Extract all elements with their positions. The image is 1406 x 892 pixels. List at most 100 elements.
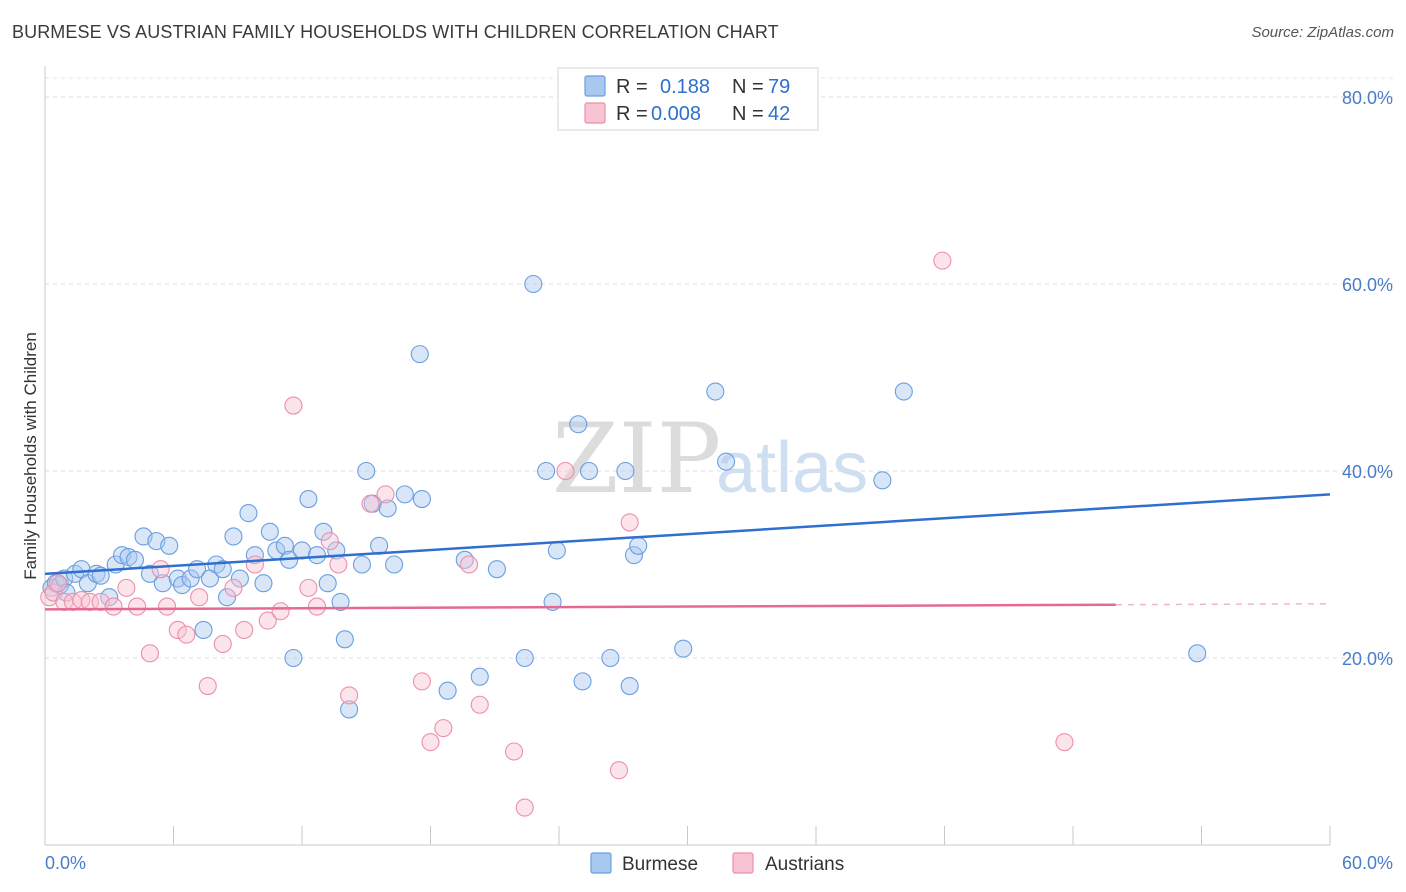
point-burmese	[410, 345, 429, 364]
point-burmese	[314, 522, 333, 541]
point-burmese	[385, 555, 404, 574]
point-burmese	[284, 648, 303, 668]
point-burmese	[260, 522, 279, 541]
point-austrians	[329, 555, 348, 574]
trend-line-austrians	[44, 603, 1116, 611]
legend-n-label: N =	[732, 76, 764, 98]
y-tick-label: 20.0%	[1342, 649, 1393, 669]
point-burmese	[307, 546, 327, 565]
point-burmese	[706, 382, 725, 401]
point-burmese	[894, 382, 913, 401]
point-burmese	[340, 700, 359, 719]
point-burmese	[487, 560, 506, 579]
point-austrians	[158, 597, 177, 616]
point-burmese	[181, 569, 200, 588]
chart-title: BURMESE VS AUSTRIAN FAMILY HOUSEHOLDS WI…	[12, 22, 779, 42]
point-burmese	[629, 536, 648, 555]
point-austrians	[117, 578, 136, 597]
point-austrians	[224, 578, 243, 597]
point-burmese	[318, 574, 337, 593]
source-label: Source: ZipAtlas.com	[1251, 24, 1394, 41]
point-austrians	[177, 625, 196, 644]
legend-r-value-austrians: 0.008	[651, 103, 701, 125]
point-burmese	[357, 461, 376, 481]
point-burmese	[624, 546, 644, 565]
point-burmese	[412, 489, 431, 509]
point-austrians	[48, 574, 67, 593]
point-burmese	[254, 574, 273, 593]
point-austrians	[340, 686, 359, 705]
point-burmese	[125, 550, 144, 569]
point-austrians	[271, 602, 290, 621]
point-austrians	[470, 695, 489, 714]
point-austrians	[434, 719, 453, 738]
point-austrians	[609, 761, 629, 780]
point-burmese	[224, 527, 243, 546]
point-burmese	[160, 536, 179, 555]
point-austrians	[1055, 733, 1074, 752]
point-burmese	[140, 564, 159, 583]
point-austrians	[361, 494, 380, 513]
point-austrians	[515, 798, 534, 817]
y-tick-label: 60.0%	[1342, 275, 1393, 295]
point-austrians	[104, 597, 123, 616]
legend-n-value-burmese: 79	[768, 76, 790, 98]
point-burmese	[515, 648, 534, 668]
point-burmese	[331, 592, 350, 611]
bottom-legend-swatch-austrians	[732, 852, 754, 874]
point-austrians	[128, 597, 147, 616]
point-burmese	[573, 672, 592, 691]
point-burmese	[217, 588, 237, 607]
legend-swatch-austrians	[584, 102, 606, 124]
point-austrians	[213, 634, 232, 654]
point-austrians	[320, 532, 339, 551]
gridlines	[45, 77, 1393, 659]
point-austrians	[412, 672, 431, 691]
point-burmese	[352, 555, 372, 574]
bottom-legend-burmese: Burmese	[622, 854, 698, 875]
point-burmese	[230, 569, 249, 588]
point-austrians	[258, 611, 277, 630]
point-burmese	[601, 648, 620, 668]
legend-n-label: N =	[732, 103, 764, 125]
point-austrians	[376, 485, 395, 504]
point-austrians	[235, 620, 254, 640]
point-austrians	[151, 560, 170, 579]
point-austrians	[307, 597, 327, 616]
bottom-legend-austrians: Austrians	[765, 854, 844, 875]
point-burmese	[275, 536, 294, 555]
point-austrians	[140, 644, 159, 663]
point-austrians	[933, 251, 952, 270]
point-burmese	[674, 639, 693, 658]
y-axis-label: Family Households with Children	[21, 332, 40, 580]
point-burmese	[438, 681, 457, 700]
legend-r-label: R =	[616, 76, 648, 98]
legend-r-label: R =	[616, 103, 648, 125]
point-burmese	[873, 471, 892, 490]
tick-labels: 20.0% 40.0% 60.0% 80.0% 0.0% 60.0%	[45, 88, 1393, 873]
correlation-legend: R = 0.188 N = 79 R = 0.008 N = 42	[557, 67, 819, 131]
point-burmese	[620, 676, 639, 696]
legend-n-value-austrians: 42	[768, 103, 790, 125]
point-burmese	[579, 461, 599, 481]
point-austrians	[421, 733, 440, 752]
point-burmese	[395, 485, 414, 504]
point-burmese	[55, 569, 74, 588]
point-burmese	[335, 630, 354, 649]
series-legend: Burmese Austrians	[590, 852, 844, 875]
trend-lines	[44, 493, 1331, 611]
watermark-atlas: atlas	[716, 428, 868, 508]
axes	[44, 66, 1331, 846]
point-burmese	[569, 415, 588, 434]
point-burmese	[470, 667, 489, 686]
point-austrians	[190, 588, 209, 607]
data-points	[40, 251, 1207, 817]
point-austrians	[504, 742, 524, 761]
point-austrians	[284, 396, 303, 415]
point-burmese	[547, 541, 566, 560]
point-burmese	[100, 588, 119, 607]
point-burmese	[1188, 644, 1207, 663]
point-austrians	[198, 676, 217, 696]
point-burmese	[194, 620, 213, 640]
